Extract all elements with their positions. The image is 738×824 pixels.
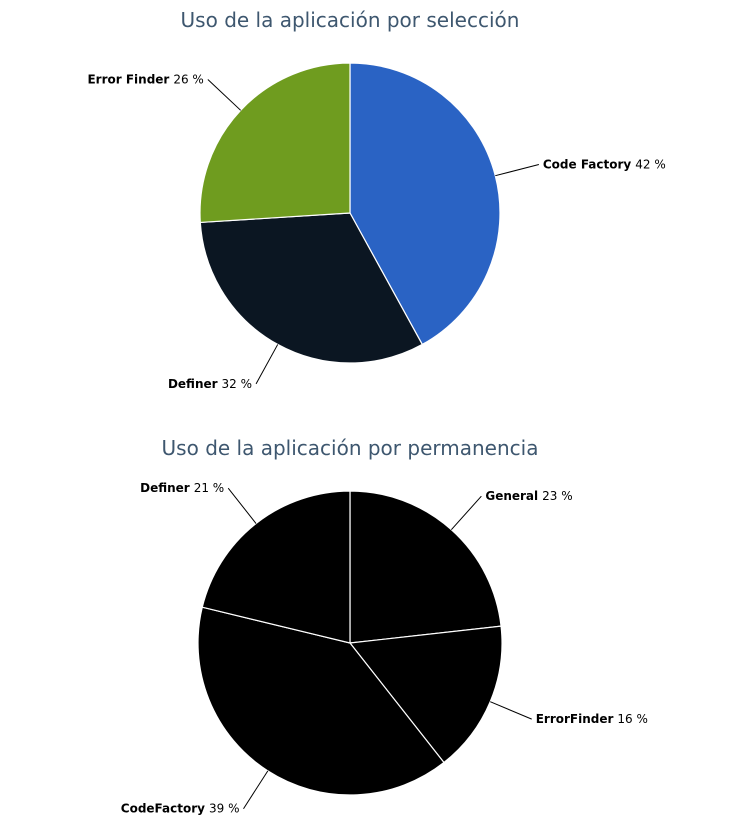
chart-title: Uso de la aplicación por selección: [181, 8, 520, 32]
leader-line: [490, 701, 532, 720]
label-value: 39 %: [209, 801, 240, 815]
pie-slice: [348, 625, 503, 764]
label-value: 42 %: [635, 157, 666, 171]
pie-slice: [197, 606, 445, 796]
label-name: General: [485, 489, 538, 503]
label-value: 16 %: [617, 712, 648, 726]
chart-title: Uso de la aplicación por permanencia: [162, 436, 539, 460]
label-name: Error Finder: [87, 72, 169, 86]
data-label: Definer 32 %: [168, 376, 252, 390]
label-value: 26 %: [173, 72, 204, 86]
label-name: Definer: [168, 376, 218, 390]
pie-slice: [199, 62, 351, 224]
label-value: 21 %: [194, 481, 225, 495]
leader-line: [495, 164, 539, 177]
leader-line: [450, 495, 482, 531]
label-name: Code Factory: [543, 157, 632, 171]
label-name: ErrorFinder: [536, 712, 614, 726]
pie-slice: [349, 62, 501, 346]
data-label: Error Finder 26 %: [87, 72, 203, 86]
data-label: Code Factory42 %: [543, 157, 666, 171]
pie-slice: [199, 212, 424, 364]
pie-slice: [201, 490, 351, 644]
data-label: General 23 %: [485, 489, 572, 503]
label-value: 32 %: [222, 376, 253, 390]
label-value: 23 %: [542, 489, 573, 503]
pie-slice: [349, 490, 502, 644]
data-label: CodeFactory 39 %: [121, 801, 240, 815]
label-name: CodeFactory: [121, 801, 205, 815]
leader-line: [243, 770, 269, 809]
data-label: Definer 21 %: [140, 481, 224, 495]
leader-line: [255, 344, 279, 385]
leader-line: [227, 487, 257, 524]
leader-line: [207, 79, 241, 111]
data-label: ErrorFinder16 %: [536, 712, 648, 726]
label-name: Definer: [140, 481, 190, 495]
